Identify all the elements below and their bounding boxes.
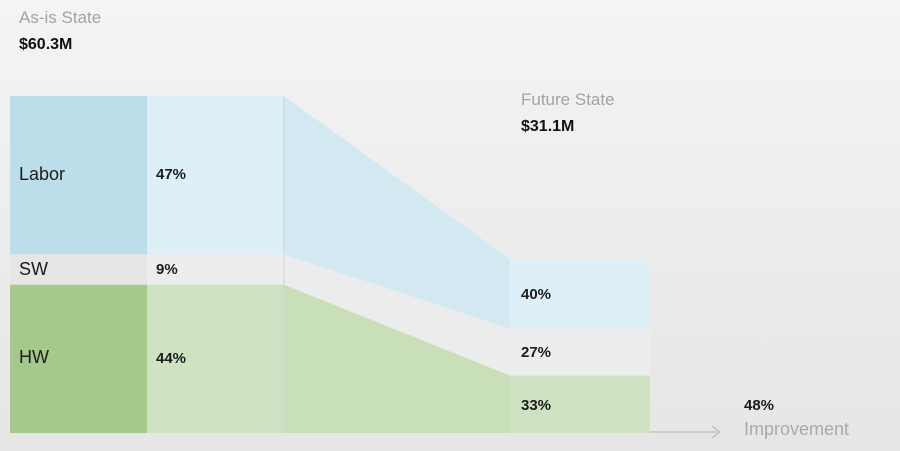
future-sw-bar-segment — [510, 328, 650, 376]
future-hw-bar-segment — [510, 375, 650, 433]
hw-label: HW — [19, 347, 49, 367]
future-hw-percent: 33% — [521, 397, 552, 414]
labor-label: Labor — [19, 164, 66, 184]
future-title: Future State — [521, 90, 615, 109]
future-sw-percent: 27% — [521, 344, 552, 361]
as-is-sw-percent: 9% — [156, 261, 178, 278]
improvement-value: 48% — [744, 397, 775, 414]
labor-transition-band — [284, 96, 510, 329]
as-is-sw-label-cell — [10, 254, 147, 285]
future-total: $31.1M — [521, 118, 575, 135]
as-is-title: As-is State — [19, 8, 102, 27]
as-is-hw-bar-segment — [147, 284, 284, 433]
as-is-sw-bar-segment — [147, 254, 284, 285]
arrow-right-icon — [711, 425, 722, 439]
sw-label: SW — [19, 259, 48, 279]
sw-transition-band — [284, 254, 510, 376]
as-is-total: $60.3M — [19, 36, 73, 53]
future-labor-percent: 40% — [521, 286, 552, 303]
as-is-hw-percent: 44% — [156, 350, 187, 367]
future-labor-bar-segment — [510, 259, 650, 329]
as-is-hw-label-cell — [10, 284, 147, 433]
improvement-label: Improvement — [744, 419, 850, 439]
as-is-labor-percent: 47% — [156, 166, 187, 183]
as-is-labor-label-cell — [10, 96, 147, 255]
as-is-labor-bar-segment — [147, 96, 284, 255]
hw-transition-band — [284, 284, 510, 433]
